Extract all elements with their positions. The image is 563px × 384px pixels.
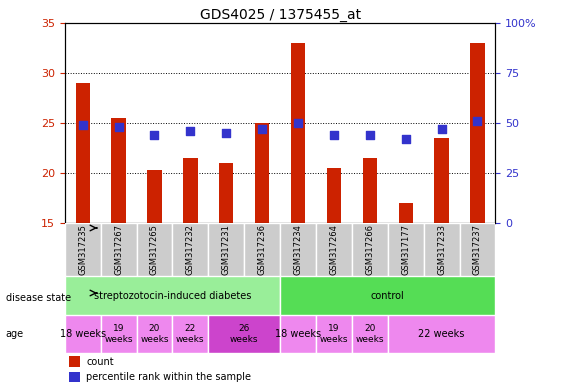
Text: percentile rank within the sample: percentile rank within the sample xyxy=(86,372,251,382)
Bar xyxy=(316,315,352,353)
Bar xyxy=(435,138,449,223)
Text: GSM317236: GSM317236 xyxy=(258,224,267,275)
Point xyxy=(329,132,338,138)
Text: GSM317177: GSM317177 xyxy=(401,224,410,275)
Text: GSM317264: GSM317264 xyxy=(329,224,338,275)
Bar xyxy=(101,315,137,353)
Text: age: age xyxy=(6,329,24,339)
Text: 19
weeks: 19 weeks xyxy=(320,324,348,344)
Text: 18 weeks: 18 weeks xyxy=(275,329,321,339)
Bar xyxy=(69,356,80,367)
Text: GSM317233: GSM317233 xyxy=(437,224,446,275)
Bar xyxy=(183,158,198,223)
Bar xyxy=(388,315,495,353)
Bar xyxy=(172,223,208,276)
Bar xyxy=(280,223,316,276)
Bar xyxy=(327,168,341,223)
Point xyxy=(78,122,87,128)
Point xyxy=(222,130,231,136)
Text: 20
weeks: 20 weeks xyxy=(140,324,169,344)
Bar xyxy=(219,163,234,223)
Text: 18 weeks: 18 weeks xyxy=(60,329,106,339)
Bar xyxy=(459,223,495,276)
Text: GSM317235: GSM317235 xyxy=(78,224,87,275)
Text: 19
weeks: 19 weeks xyxy=(104,324,133,344)
Text: GSM317234: GSM317234 xyxy=(293,224,302,275)
Text: GSM317266: GSM317266 xyxy=(365,224,374,275)
Bar xyxy=(255,123,269,223)
Bar xyxy=(280,276,495,315)
Point xyxy=(437,126,446,132)
Bar xyxy=(65,276,280,315)
Bar xyxy=(148,170,162,223)
Text: count: count xyxy=(86,357,114,367)
Bar xyxy=(424,223,459,276)
Bar xyxy=(244,223,280,276)
Point xyxy=(473,118,482,124)
Point xyxy=(401,136,410,142)
Text: control: control xyxy=(371,291,405,301)
Bar xyxy=(280,315,316,353)
Bar xyxy=(316,223,352,276)
Point xyxy=(293,120,302,126)
Bar xyxy=(352,223,388,276)
Text: 22 weeks: 22 weeks xyxy=(418,329,465,339)
Point xyxy=(365,132,374,138)
Text: 20
weeks: 20 weeks xyxy=(356,324,384,344)
Bar xyxy=(388,223,424,276)
Bar xyxy=(75,83,90,223)
Text: streptozotocin-induced diabetes: streptozotocin-induced diabetes xyxy=(93,291,251,301)
Text: 22
weeks: 22 weeks xyxy=(176,324,204,344)
Bar xyxy=(111,118,126,223)
Bar xyxy=(363,158,377,223)
Text: GSM317265: GSM317265 xyxy=(150,224,159,275)
Bar xyxy=(208,223,244,276)
Bar xyxy=(352,315,388,353)
Text: disease state: disease state xyxy=(6,293,71,303)
Title: GDS4025 / 1375455_at: GDS4025 / 1375455_at xyxy=(199,8,361,22)
Bar xyxy=(208,315,280,353)
Point xyxy=(186,128,195,134)
Bar xyxy=(399,203,413,223)
Point xyxy=(150,132,159,138)
Bar xyxy=(291,43,305,223)
Bar xyxy=(470,43,485,223)
Text: GSM317232: GSM317232 xyxy=(186,224,195,275)
Point xyxy=(258,126,267,132)
Text: GSM317231: GSM317231 xyxy=(222,224,231,275)
Bar xyxy=(69,372,80,382)
Bar xyxy=(65,223,101,276)
Text: GSM317267: GSM317267 xyxy=(114,224,123,275)
Bar xyxy=(172,315,208,353)
Bar xyxy=(137,315,172,353)
Point xyxy=(114,124,123,130)
Bar xyxy=(65,315,101,353)
Bar xyxy=(137,223,172,276)
Text: 26
weeks: 26 weeks xyxy=(230,324,258,344)
Bar xyxy=(101,223,137,276)
Text: GSM317237: GSM317237 xyxy=(473,224,482,275)
